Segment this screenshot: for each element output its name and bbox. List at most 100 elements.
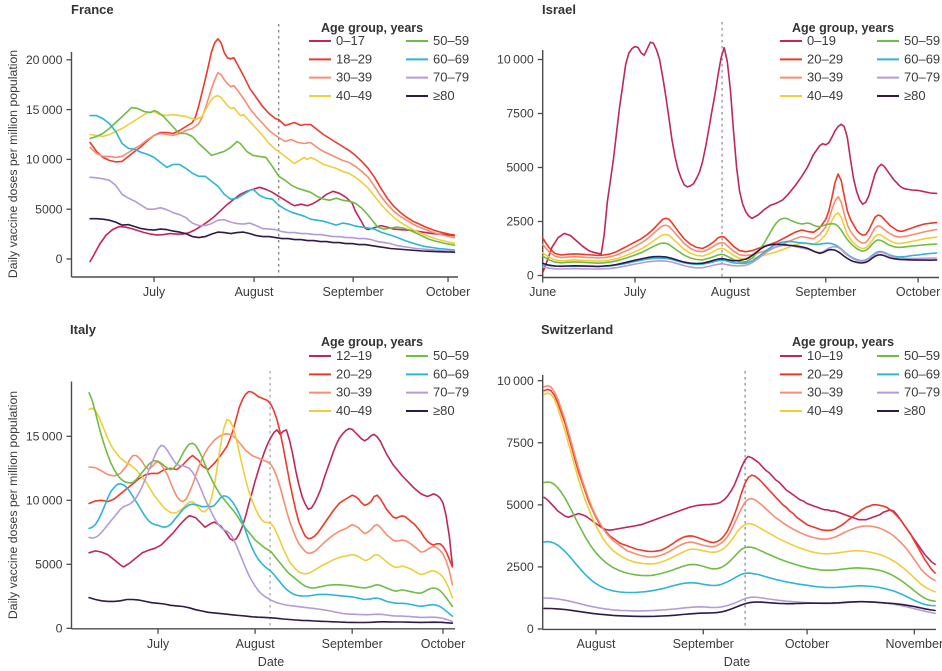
series-line-≥80: [541, 243, 938, 268]
legend-label-0–17: 0–17: [336, 33, 365, 48]
y-tick-label: 0: [527, 269, 534, 283]
series-line-40–49: [541, 212, 938, 262]
legend-title-france: Age group, years: [321, 21, 424, 35]
y-tick-label: 5000: [506, 161, 534, 175]
legend-label-≥80: ≥80: [433, 88, 455, 103]
series-line-70–79: [88, 444, 454, 623]
series-line-20–29: [543, 388, 936, 574]
y-tick-label: 2500: [506, 215, 534, 229]
x-axis-label-switzerland: Date: [723, 655, 751, 669]
y-tick-label: 5000: [35, 202, 63, 216]
y-tick-label: 0: [56, 252, 63, 266]
legend-label-20–29: 20–29: [336, 366, 372, 381]
legend-label-10–19: 10–19: [807, 348, 843, 363]
series-line-≥80: [88, 596, 454, 624]
y-tick-label: 10 000: [26, 153, 63, 167]
legend-label-30–39: 30–39: [807, 70, 843, 85]
legend-label-12–19: 12–19: [336, 348, 372, 363]
series-line-60–69: [88, 482, 454, 617]
series-line-60–69: [543, 540, 936, 607]
legend-label-30–39: 30–39: [336, 70, 372, 85]
legend-label-20–29: 20–29: [807, 366, 843, 381]
series-line-40–49: [543, 392, 936, 593]
legend-label-50–59: 50–59: [904, 33, 940, 48]
legend-label-≥80: ≥80: [904, 403, 926, 418]
legend-label-60–69: 60–69: [433, 366, 469, 381]
y-tick-label: 10 000: [497, 374, 534, 388]
y-tick-label: 10 000: [497, 53, 534, 67]
y-tick-label: 0: [56, 622, 63, 636]
series-line-30–39: [541, 195, 938, 259]
series-line-50–59: [541, 217, 938, 264]
y-tick-label: 15 000: [26, 430, 63, 444]
y-tick-label: 5000: [35, 558, 63, 572]
legend-label-40–49: 40–49: [336, 403, 372, 418]
y-tick-label: 20 000: [26, 53, 63, 67]
legend-label-60–69: 60–69: [433, 51, 469, 66]
series-line-10–19: [543, 455, 936, 566]
legend-label-30–39: 30–39: [807, 385, 843, 400]
series-line-70–79: [89, 176, 456, 252]
legend-label-50–59: 50–59: [433, 348, 469, 363]
series-line-0–19: [541, 41, 938, 274]
legend-label-≥80: ≥80: [433, 403, 455, 418]
series-line-30–39: [89, 71, 456, 239]
series-line-70–79: [541, 244, 938, 270]
legend-label-70–79: 70–79: [904, 385, 940, 400]
legend-label-0–19: 0–19: [807, 33, 836, 48]
y-tick-label: 5000: [506, 498, 534, 512]
legend-label-40–49: 40–49: [807, 88, 843, 103]
y-tick-label: 2500: [506, 560, 534, 574]
legend-label-70–79: 70–79: [433, 385, 469, 400]
y-tick-label: 0: [527, 622, 534, 636]
legend-label-70–79: 70–79: [433, 70, 469, 85]
italy-chart: 0 5000 10 000 15 000 July August September Octo…: [26, 348, 469, 651]
series-line-18–29: [89, 38, 456, 236]
series-line-50–59: [543, 481, 936, 602]
legend-title-italy: Age group, years: [321, 335, 424, 349]
x-tick-label: July: [143, 285, 166, 299]
x-tick-label: June: [529, 285, 556, 299]
legend-label-40–49: 40–49: [336, 88, 372, 103]
x-tick-label: October: [896, 285, 940, 299]
x-tick-label: October: [785, 637, 829, 651]
panel-title-israel: Israel: [542, 2, 576, 17]
series-line-30–39: [88, 432, 454, 586]
y-tick-label: 10 000: [26, 494, 63, 508]
legend-label-70–79: 70–79: [904, 70, 940, 85]
x-tick-label: September: [795, 285, 856, 299]
series-line-60–69: [89, 114, 456, 251]
series-line-50–59: [89, 106, 456, 246]
series-line-≥80: [543, 600, 936, 618]
series-line-40–49: [89, 94, 456, 244]
x-tick-label: August: [236, 637, 275, 651]
x-tick-label: September: [673, 637, 734, 651]
israel-chart: 0 2500 5000 7500 10 000 June July August Septemb…: [497, 22, 940, 299]
x-tick-label: August: [711, 285, 750, 299]
switzerland-chart: 0 2500 5000 7500 10 000 August September Octobe…: [497, 348, 942, 651]
x-tick-label: October: [426, 285, 470, 299]
x-tick-label: July: [624, 285, 647, 299]
legend-title-israel: Age group, years: [792, 21, 895, 35]
legend-label-40–49: 40–49: [807, 403, 843, 418]
panel-title-italy: Italy: [70, 322, 97, 337]
panel-title-france: France: [71, 2, 114, 17]
x-tick-label: October: [421, 637, 465, 651]
series-line-12–19: [88, 427, 454, 568]
series-line-40–49: [88, 407, 454, 599]
x-axis-label-italy: Date: [257, 655, 285, 669]
y-tick-label: 7500: [506, 107, 534, 121]
legend-label-50–59: 50–59: [433, 33, 469, 48]
series-line-30–39: [543, 384, 936, 582]
series-line-≥80: [89, 217, 456, 253]
legend-label-60–69: 60–69: [904, 51, 940, 66]
legend-label-50–59: 50–59: [904, 348, 940, 363]
x-tick-label: November: [885, 637, 942, 651]
legend-label-60–69: 60–69: [904, 366, 940, 381]
legend-label-30–39: 30–39: [336, 385, 372, 400]
panel-title-switzerland: Switzerland: [541, 322, 614, 337]
legend-label-18–29: 18–29: [336, 51, 372, 66]
x-tick-label: July: [147, 637, 170, 651]
x-tick-label: August: [577, 637, 616, 651]
y-tick-label: 15 000: [26, 103, 63, 117]
